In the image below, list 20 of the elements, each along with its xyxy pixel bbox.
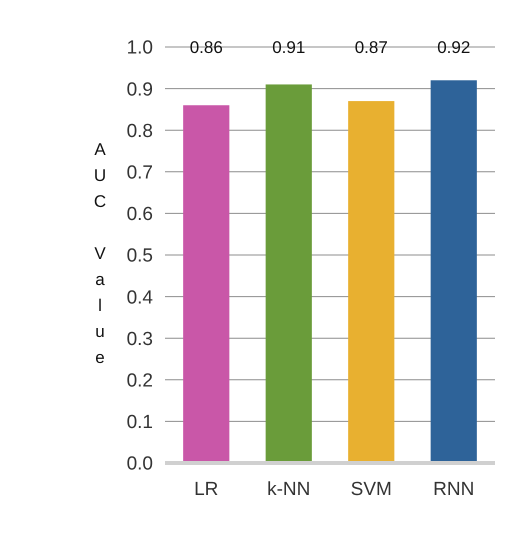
data-label: 0.91 bbox=[272, 38, 306, 57]
text: 0.3 bbox=[126, 328, 153, 350]
text: 0.2 bbox=[126, 370, 153, 392]
text: 0.1 bbox=[126, 412, 153, 434]
text: 0.0 bbox=[126, 454, 153, 475]
text: 0.8 bbox=[126, 120, 153, 142]
text: 0.4 bbox=[126, 287, 153, 308]
data-label: 0.87 bbox=[354, 38, 388, 57]
x-tick-label: SVM bbox=[350, 479, 392, 500]
text: 0.5 bbox=[126, 246, 153, 267]
x-tick-label: LR bbox=[194, 479, 218, 500]
text: 1.0 bbox=[126, 38, 153, 59]
text: 0.7 bbox=[126, 162, 153, 184]
data-label: 0.92 bbox=[437, 38, 470, 57]
x-tick-label: k-NN bbox=[267, 479, 310, 500]
text: 0.6 bbox=[126, 204, 153, 226]
y-axis-title: AUC Value bbox=[90, 140, 110, 374]
text: 0.9 bbox=[126, 79, 153, 100]
data-label: 0.86 bbox=[190, 38, 223, 57]
x-tick-label: RNN bbox=[433, 479, 474, 500]
